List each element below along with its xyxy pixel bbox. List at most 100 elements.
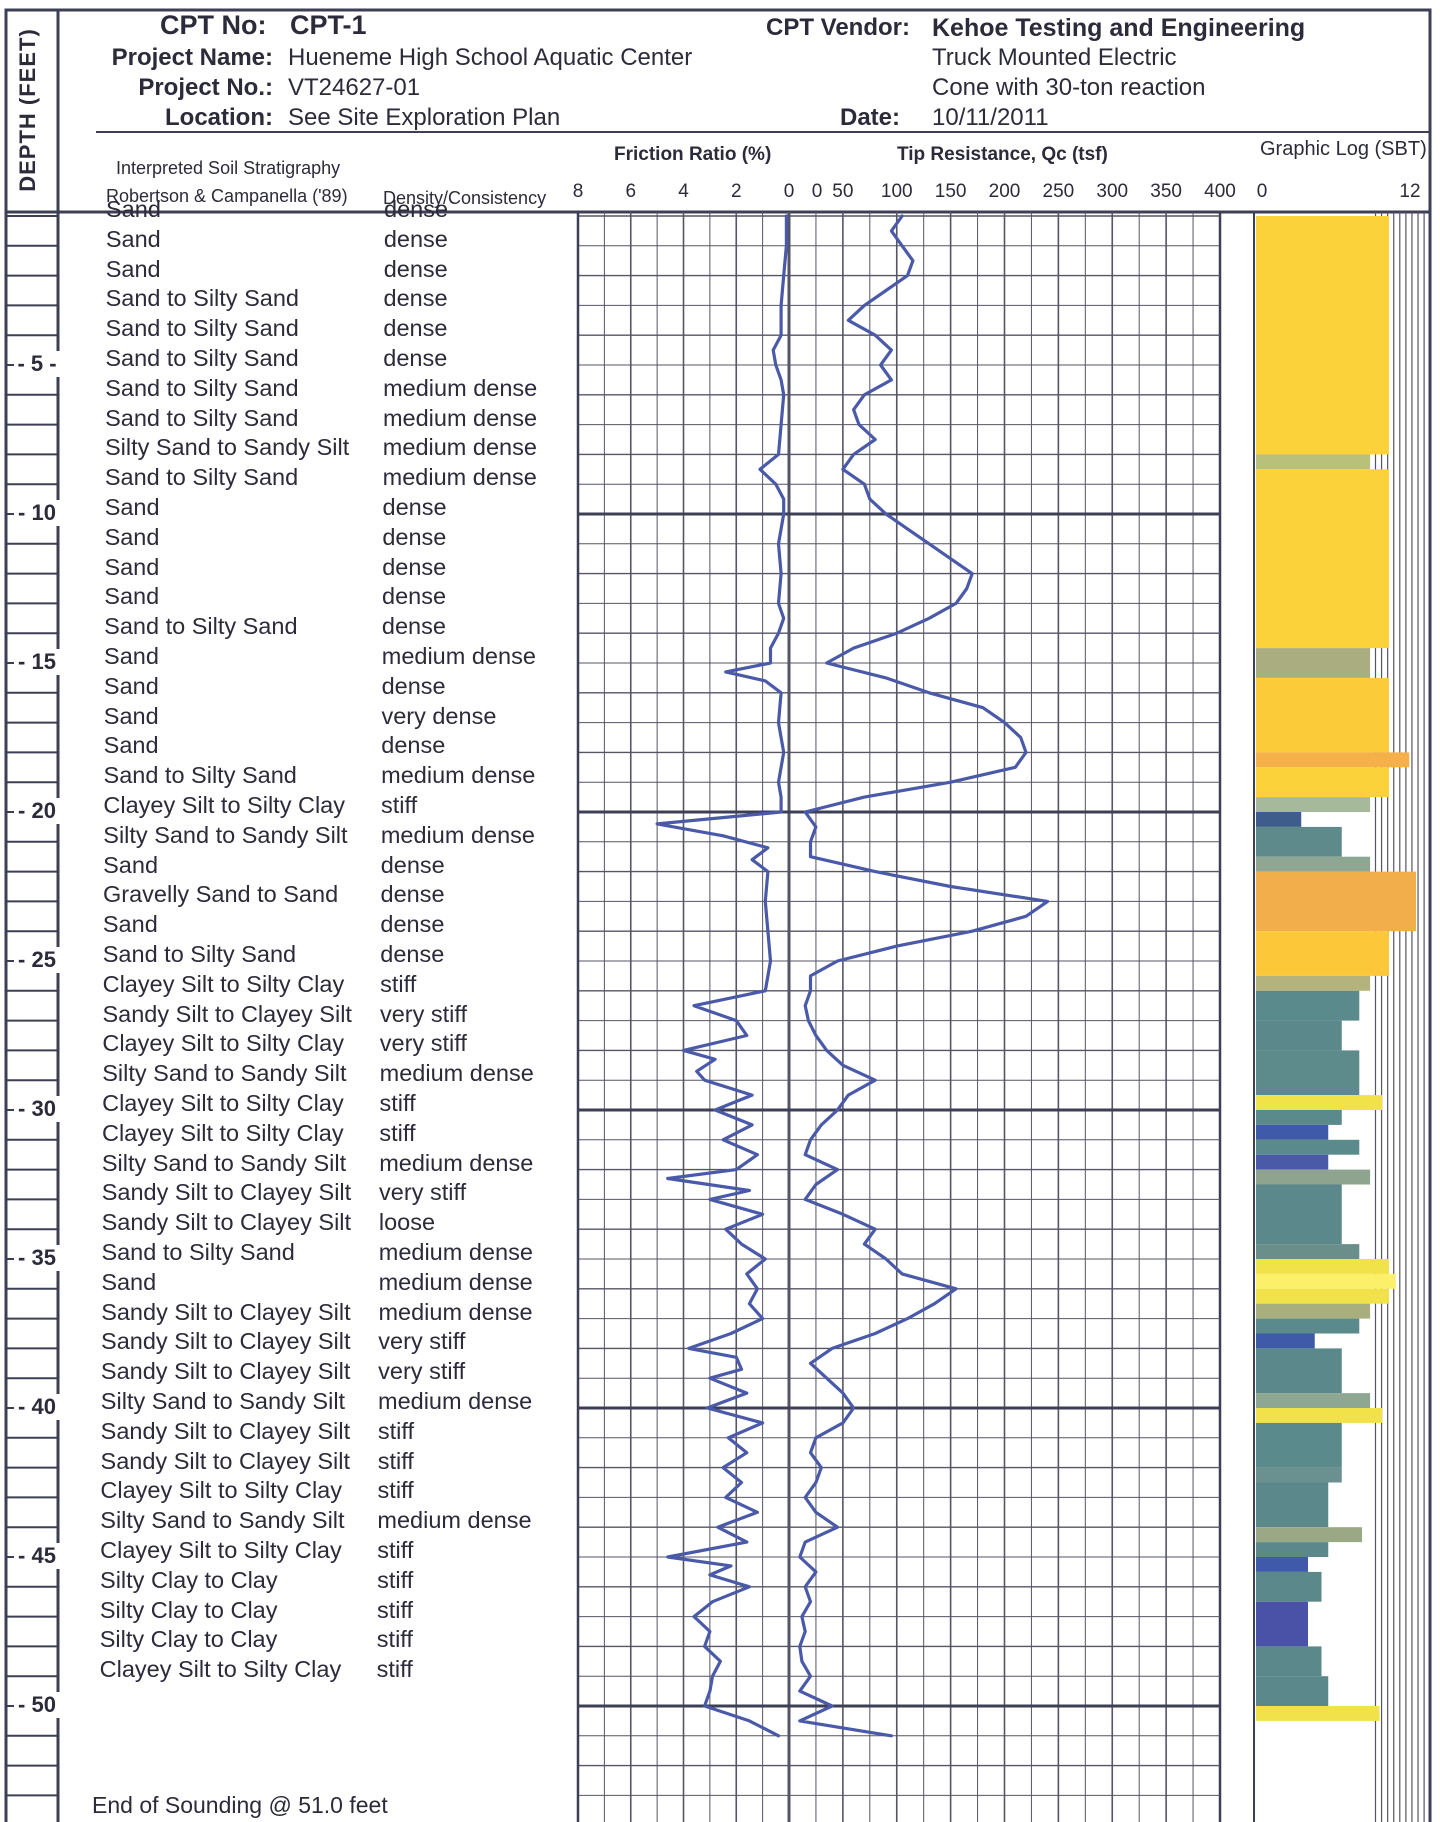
- sbt-bar: [1256, 1304, 1370, 1319]
- sbt-bar: [1256, 991, 1359, 1021]
- layer-soil-type: Sand: [104, 672, 159, 702]
- layer-density: medium dense: [383, 463, 537, 493]
- layer-soil-type: Sand to Silty Sand: [106, 284, 299, 314]
- sbt-bar: [1256, 1348, 1342, 1393]
- layer-soil-type: Silty Sand to Sandy Silt: [101, 1387, 345, 1417]
- location-label: Location:: [60, 104, 273, 132]
- sbt-bar: [1256, 1185, 1342, 1245]
- layer-density: dense: [383, 314, 447, 344]
- sbt-bar: [1256, 1125, 1328, 1140]
- project-name-label: Project Name:: [60, 44, 273, 72]
- layer-density: medium dense: [379, 1149, 533, 1179]
- layer-soil-type: Sand: [106, 255, 161, 285]
- layer-density: stiff: [378, 1417, 414, 1447]
- sbt-bar: [1256, 1393, 1370, 1408]
- layer-density: dense: [381, 731, 445, 761]
- layer-soil-type: Clayey Silt to Silty Clay: [100, 1536, 342, 1566]
- vendor-line-2: Truck Mounted Electric: [932, 44, 1177, 72]
- layer-soil-type: Sand to Silty Sand: [104, 612, 297, 642]
- depth-label: - 25: [14, 947, 60, 973]
- sbt-bar: [1256, 1423, 1342, 1468]
- end-of-sounding-note: End of Sounding @ 51.0 feet: [92, 1792, 388, 1819]
- friction-tick-label: 6: [606, 181, 656, 203]
- sbt-bar: [1256, 931, 1389, 976]
- layer-density: very stiff: [379, 1178, 466, 1208]
- sbt-bar: [1256, 1244, 1359, 1259]
- layer-density: dense: [382, 582, 446, 612]
- sbt-bar: [1256, 1334, 1315, 1349]
- layer-density: dense: [384, 225, 448, 255]
- sbt-tick-label: 0: [1237, 181, 1287, 203]
- depth-label: - 30: [14, 1096, 60, 1122]
- layer-density: medium dense: [380, 1059, 534, 1089]
- cpt-no-value: CPT-1: [290, 10, 367, 41]
- layer-soil-type: Sandy Silt to Clayey Silt: [101, 1327, 350, 1357]
- sbt-bar: [1256, 1706, 1380, 1721]
- layer-density: medium dense: [382, 642, 536, 672]
- layer-density: stiff: [378, 1476, 414, 1506]
- layer-soil-type: Clayey Silt to Silty Clay: [103, 970, 345, 1000]
- project-no-label: Project No.:: [60, 74, 273, 102]
- depth-label: - 10: [14, 500, 60, 526]
- friction-tick-label: 2: [711, 181, 761, 203]
- layer-soil-type: Clayey Silt to Silty Clay: [100, 1476, 342, 1506]
- layer-soil-type: Silty Clay to Clay: [100, 1596, 278, 1626]
- layer-soil-type: Sandy Silt to Clayey Silt: [101, 1298, 350, 1328]
- tip-tick-label: 50: [818, 181, 868, 203]
- layer-soil-type: Sandy Silt to Clayey Silt: [102, 1208, 351, 1238]
- layer-soil-type: Sand to Silty Sand: [105, 314, 298, 344]
- sbt-bar: [1256, 976, 1370, 991]
- depth-label: - 20: [14, 798, 60, 824]
- sbt-bar: [1256, 752, 1409, 767]
- layer-density: dense: [380, 940, 444, 970]
- vendor-label: CPT Vendor:: [740, 14, 910, 42]
- date-value: 10/11/2011: [932, 104, 1049, 132]
- vendor-line-3: Cone with 30-ton reaction: [932, 74, 1206, 102]
- layer-soil-type: Sand: [101, 1268, 156, 1298]
- sbt-bar: [1256, 1289, 1389, 1304]
- depth-label: - 40: [14, 1394, 60, 1420]
- sbt-bar: [1256, 1155, 1328, 1170]
- layer-soil-type: Sandy Silt to Clayey Silt: [101, 1417, 350, 1447]
- sbt-bar: [1256, 797, 1370, 812]
- layer-density: dense: [382, 553, 446, 583]
- cpt-no-label: CPT No:: [160, 10, 266, 41]
- sbt-bar: [1256, 648, 1370, 678]
- layer-density: medium dense: [383, 374, 537, 404]
- date-label: Date:: [780, 104, 900, 132]
- layer-soil-type: Clayey Silt to Silty Clay: [102, 1029, 344, 1059]
- layer-density: stiff: [377, 1596, 413, 1626]
- layer-density: stiff: [377, 1625, 413, 1655]
- friction-ratio-line: [657, 216, 786, 1736]
- sbt-bar: [1256, 1468, 1342, 1483]
- sbt-bar: [1256, 1676, 1328, 1706]
- depth-label: - 35: [14, 1245, 60, 1271]
- sbt-bar: [1256, 1483, 1328, 1528]
- layer-soil-type: Sand to Silty Sand: [101, 1238, 294, 1268]
- vendor-name: Kehoe Testing and Engineering: [932, 14, 1305, 43]
- layer-soil-type: Sand to Silty Sand: [105, 463, 298, 493]
- friction-tick-label: 4: [659, 181, 709, 203]
- sbt-header: Graphic Log (SBT): [1260, 138, 1427, 161]
- sbt-bar: [1256, 872, 1416, 932]
- layer-density: very stiff: [380, 1029, 467, 1059]
- layer-soil-type: Sand: [106, 225, 161, 255]
- layer-soil-type: Sand: [104, 553, 159, 583]
- layer-soil-type: Clayey Silt to Silty Clay: [103, 791, 345, 821]
- sbt-bar: [1256, 216, 1389, 454]
- layer-density: medium dense: [383, 433, 537, 463]
- layer-density: very stiff: [380, 1000, 467, 1030]
- layer-density: dense: [383, 344, 447, 374]
- depth-label: - 50: [14, 1692, 60, 1718]
- layer-soil-type: Sand: [104, 731, 159, 761]
- tip-tick-label: 300: [1087, 181, 1137, 203]
- sbt-bar: [1256, 812, 1301, 827]
- layer-density: medium dense: [379, 1238, 533, 1268]
- sbt-bar: [1256, 1527, 1362, 1542]
- layer-soil-type: Sand to Silty Sand: [105, 404, 298, 434]
- layer-density: stiff: [377, 1566, 413, 1596]
- layer-density: dense: [384, 195, 448, 225]
- layer-soil-type: Sand: [106, 195, 161, 225]
- layer-density: very dense: [381, 702, 496, 732]
- sbt-bar: [1256, 454, 1370, 469]
